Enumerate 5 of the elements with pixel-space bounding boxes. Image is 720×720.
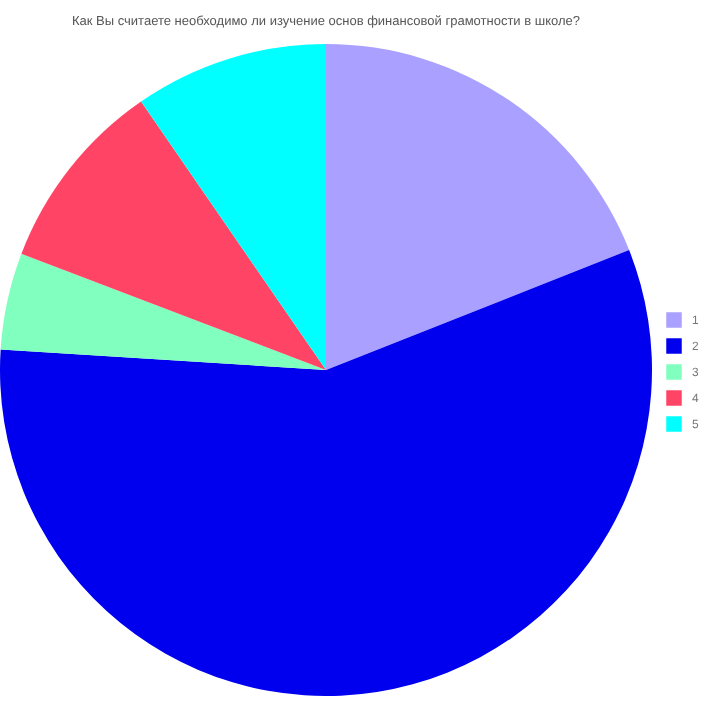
pie-slice: [21, 101, 326, 370]
pie-slice: [0, 249, 652, 696]
pie-slice: [326, 44, 630, 370]
pie-slice: [141, 44, 326, 370]
pie-slice: [0, 253, 326, 370]
